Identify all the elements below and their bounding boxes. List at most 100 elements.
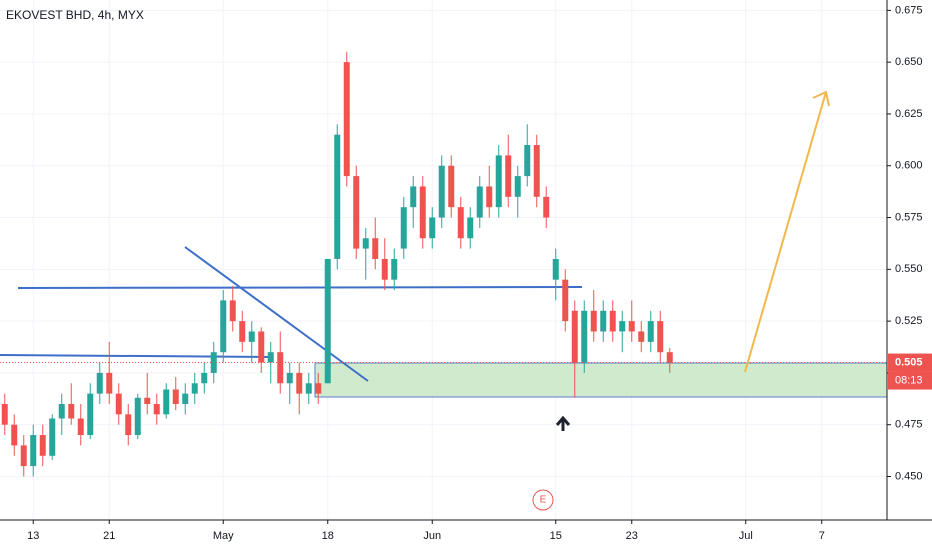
candle-body bbox=[571, 310, 578, 363]
candle-body bbox=[600, 310, 607, 332]
x-tick-label: 15 bbox=[550, 530, 562, 542]
candle-body bbox=[666, 352, 673, 363]
event-marker-label[interactable]: E bbox=[540, 495, 547, 506]
candle-body bbox=[391, 258, 398, 280]
x-tick-label: Jul bbox=[739, 530, 753, 542]
y-tick-label: 0.525 bbox=[895, 315, 923, 327]
chart-title: EKOVEST BHD, 4h, MYX bbox=[6, 8, 144, 22]
candle-body bbox=[315, 383, 322, 394]
x-tick-label: 21 bbox=[103, 530, 115, 542]
candle-body bbox=[248, 331, 255, 342]
candle-body bbox=[419, 186, 426, 239]
candle-body bbox=[353, 176, 360, 249]
candle-body bbox=[448, 165, 455, 208]
candle-body bbox=[505, 155, 512, 197]
last-price-box bbox=[888, 353, 932, 372]
candle-body bbox=[87, 393, 94, 436]
candle-body bbox=[239, 321, 246, 342]
last-price-label: 0.505 bbox=[895, 356, 923, 368]
support-zone bbox=[314, 362, 888, 398]
candle-body bbox=[267, 352, 274, 363]
x-tick-label: 23 bbox=[626, 530, 638, 542]
candle-body bbox=[30, 435, 37, 467]
candle-body bbox=[68, 403, 75, 419]
candle-body bbox=[334, 134, 341, 259]
candle-body bbox=[533, 145, 540, 197]
candle-body bbox=[115, 393, 122, 415]
candle-body bbox=[467, 217, 474, 239]
candle-body bbox=[362, 238, 369, 249]
countdown-box bbox=[888, 371, 932, 390]
candle-body bbox=[106, 372, 113, 394]
candle-body bbox=[305, 383, 312, 394]
candle-body bbox=[543, 196, 550, 218]
candle-body bbox=[410, 186, 417, 208]
trend-line bbox=[17, 286, 583, 289]
x-tick-label: Jun bbox=[423, 530, 441, 542]
up-arrow bbox=[555, 415, 571, 431]
x-tick-label: 18 bbox=[322, 530, 334, 542]
x-tick-label: May bbox=[213, 530, 234, 542]
candle-body bbox=[609, 310, 616, 332]
y-tick-label: 0.550 bbox=[895, 263, 923, 275]
y-tick-label: 0.650 bbox=[895, 56, 923, 68]
y-tick-label: 0.450 bbox=[895, 470, 923, 482]
candle-body bbox=[182, 393, 189, 404]
candle-body bbox=[286, 372, 293, 384]
x-tick-label: 7 bbox=[819, 530, 825, 542]
candle-body bbox=[296, 372, 303, 394]
candle-body bbox=[153, 403, 160, 415]
event-marker[interactable] bbox=[532, 489, 554, 511]
candle-body bbox=[514, 176, 521, 197]
x-tick-label: 13 bbox=[27, 530, 39, 542]
y-tick-label: 0.625 bbox=[895, 108, 923, 120]
trend-line bbox=[184, 246, 369, 382]
candle-body bbox=[429, 217, 436, 239]
candle-body bbox=[590, 310, 597, 332]
candle-body bbox=[229, 300, 236, 322]
candle-body bbox=[638, 331, 645, 342]
candle-body bbox=[324, 258, 331, 384]
candle-body bbox=[220, 300, 227, 353]
candle-body bbox=[400, 207, 407, 249]
candle-body bbox=[381, 258, 388, 280]
candle-body bbox=[201, 372, 208, 384]
candle-body bbox=[144, 397, 151, 404]
candle-body bbox=[39, 435, 46, 456]
candle-body bbox=[476, 186, 483, 218]
candle-body bbox=[1, 403, 8, 425]
candle-body bbox=[11, 424, 18, 446]
candle-body bbox=[172, 389, 179, 404]
candle-body bbox=[77, 418, 84, 436]
candle-body bbox=[20, 445, 27, 467]
candle-body bbox=[58, 403, 65, 419]
candle-body bbox=[258, 331, 265, 363]
y-tick-label: 0.575 bbox=[895, 211, 923, 223]
y-tick-label: 0.675 bbox=[895, 4, 923, 16]
y-tick-label: 0.475 bbox=[895, 419, 923, 431]
candle-body bbox=[628, 321, 635, 332]
candle-body bbox=[96, 372, 103, 394]
candle-body bbox=[619, 321, 626, 332]
candle-body bbox=[495, 155, 502, 208]
candles bbox=[0, 51, 887, 477]
axes: 0.4500.4750.5000.5250.5500.5750.6000.625… bbox=[27, 4, 932, 542]
candle-body bbox=[191, 383, 198, 394]
candle-body bbox=[125, 414, 132, 436]
candle-body bbox=[457, 207, 464, 239]
candle-body bbox=[134, 397, 141, 436]
projection-arrow-head bbox=[812, 90, 830, 107]
projection-arrow bbox=[744, 91, 827, 373]
candle-body bbox=[524, 145, 531, 177]
candle-body bbox=[552, 258, 559, 280]
countdown-label: 08:13 bbox=[895, 374, 923, 386]
candle-body bbox=[657, 321, 664, 353]
y-tick-label: 0.600 bbox=[895, 160, 923, 172]
trend-line bbox=[0, 354, 273, 358]
candle-body bbox=[49, 418, 56, 456]
candle-body bbox=[372, 238, 379, 259]
candle-body bbox=[486, 186, 493, 208]
candle-body bbox=[163, 389, 170, 415]
